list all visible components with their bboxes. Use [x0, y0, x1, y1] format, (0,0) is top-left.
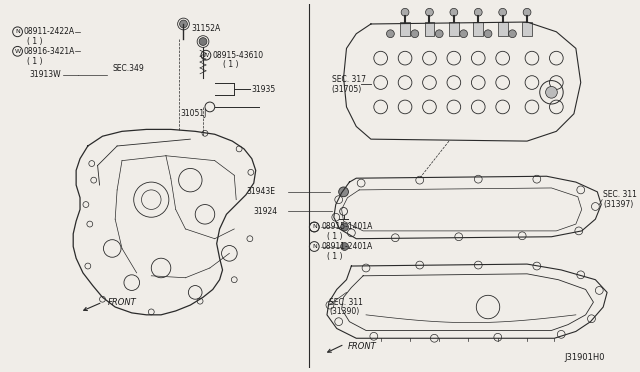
- Bar: [449, 22, 459, 36]
- Circle shape: [474, 8, 482, 16]
- Text: FRONT: FRONT: [348, 341, 376, 350]
- Bar: [498, 22, 508, 36]
- Circle shape: [460, 30, 468, 38]
- Circle shape: [499, 8, 507, 16]
- Text: 08916-3421A: 08916-3421A: [24, 47, 75, 56]
- Circle shape: [435, 30, 443, 38]
- Text: SEC.349: SEC.349: [112, 64, 144, 73]
- Circle shape: [387, 30, 394, 38]
- Bar: [424, 22, 435, 36]
- Text: (31397): (31397): [603, 200, 634, 209]
- Text: (31705): (31705): [332, 85, 362, 94]
- Text: ( 1 ): ( 1 ): [327, 232, 342, 241]
- Text: 08911-2422A: 08911-2422A: [24, 27, 74, 36]
- Circle shape: [484, 30, 492, 38]
- Text: FRONT: FRONT: [108, 298, 136, 307]
- Text: SEC. 317: SEC. 317: [332, 75, 366, 84]
- Circle shape: [180, 20, 188, 28]
- Text: 31913W: 31913W: [29, 70, 61, 79]
- Text: 08915-43610: 08915-43610: [212, 51, 264, 60]
- Text: ( 1 ): ( 1 ): [223, 61, 238, 70]
- Bar: [522, 22, 532, 36]
- Text: ( 1 ): ( 1 ): [28, 37, 43, 46]
- Text: 31924: 31924: [254, 207, 278, 216]
- Circle shape: [340, 243, 348, 250]
- Text: (31390): (31390): [329, 307, 359, 317]
- Circle shape: [426, 8, 433, 16]
- Circle shape: [340, 223, 348, 231]
- Text: SEC. 311: SEC. 311: [603, 190, 637, 199]
- Text: ( 1 ): ( 1 ): [28, 57, 43, 65]
- Text: ( 1 ): ( 1 ): [327, 252, 342, 261]
- Text: W: W: [15, 49, 20, 54]
- Text: 08911-2401A: 08911-2401A: [321, 242, 372, 251]
- Circle shape: [411, 30, 419, 38]
- Text: 31943E: 31943E: [246, 187, 275, 196]
- Circle shape: [546, 86, 557, 98]
- Circle shape: [523, 8, 531, 16]
- Text: 31935: 31935: [252, 85, 276, 94]
- Bar: [474, 22, 483, 36]
- Circle shape: [450, 8, 458, 16]
- Text: J31901H0: J31901H0: [564, 353, 605, 362]
- Text: N: N: [15, 29, 20, 34]
- Bar: [400, 22, 410, 36]
- Circle shape: [339, 187, 348, 197]
- Text: N: N: [312, 244, 317, 249]
- Text: N: N: [312, 224, 317, 230]
- Text: SEC. 311: SEC. 311: [329, 298, 363, 307]
- Circle shape: [401, 8, 409, 16]
- Circle shape: [509, 30, 516, 38]
- Circle shape: [199, 38, 207, 45]
- Text: 31152A: 31152A: [191, 24, 221, 33]
- Text: 31051J: 31051J: [180, 109, 207, 118]
- Text: 08915-1401A: 08915-1401A: [321, 222, 372, 231]
- Text: W: W: [203, 53, 209, 58]
